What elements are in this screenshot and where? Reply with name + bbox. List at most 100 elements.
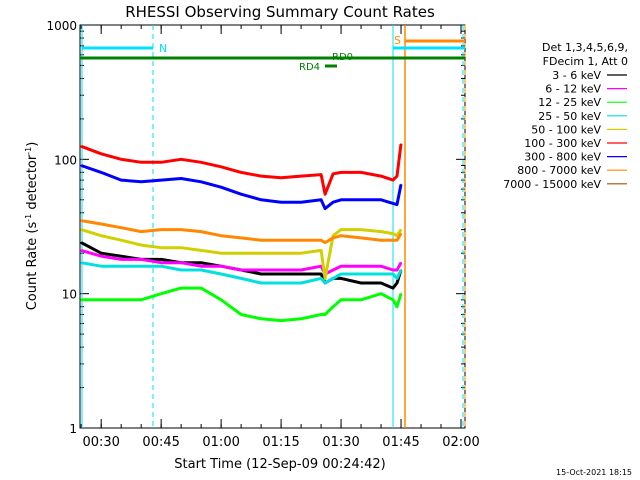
y-tick-label: 1000 [46, 19, 77, 33]
y-axis-label-end: ) [25, 142, 40, 147]
series-point-2 [260, 318, 262, 320]
x-tick-label: 01:00 [202, 435, 239, 450]
series-point-2 [400, 292, 402, 295]
series-point-0 [320, 273, 322, 275]
series-point-0 [340, 277, 342, 280]
series-point-5 [324, 193, 326, 195]
x-axis-label: Start Time (12-Sep-09 00:24:42) [174, 457, 385, 472]
series-point-6 [140, 181, 142, 183]
series-point-2 [396, 305, 398, 308]
series-point-4 [396, 234, 398, 237]
series-point-0 [160, 258, 162, 261]
series-point-7 [180, 228, 182, 231]
series-point-7 [120, 226, 122, 229]
series-point-5 [380, 175, 382, 177]
series-point-7 [220, 234, 222, 237]
series-point-2 [220, 299, 222, 301]
y-tick-label: 10 [62, 288, 77, 302]
series-point-5 [400, 143, 402, 145]
series-point-6 [300, 201, 302, 203]
footer-timestamp: 15-Oct-2021 18:15 [556, 468, 632, 477]
series-point-2 [240, 313, 242, 316]
series-point-7 [340, 234, 342, 237]
series-point-7 [380, 239, 382, 241]
y-axis-label: Count Rate (s-1 detector-1) [24, 142, 40, 311]
series-point-2 [140, 299, 142, 301]
series-point-3 [380, 273, 382, 275]
series-point-5 [200, 161, 202, 164]
series-point-7 [80, 219, 82, 222]
series-point-0 [260, 273, 262, 275]
series-point-1 [320, 265, 322, 268]
rd4-flag-label: RD4 [299, 62, 320, 73]
series-point-4 [120, 239, 122, 241]
series-point-2 [392, 299, 394, 301]
series-line-5 [80, 143, 403, 196]
legend-header-line-1: Det 1,3,4,5,6,9, [542, 41, 628, 54]
y-tick-label: 100 [54, 153, 77, 167]
series-point-3 [140, 265, 142, 268]
legend-label-5: 100 - 300 keV [524, 137, 601, 150]
series-point-2 [320, 313, 322, 316]
series-point-1 [160, 261, 162, 264]
series-point-6 [240, 193, 242, 195]
series-point-1 [180, 261, 182, 264]
series-point-1 [120, 258, 122, 261]
series-point-0 [280, 273, 282, 275]
series-point-2 [340, 299, 342, 301]
series-point-5 [140, 161, 142, 164]
series-point-3 [80, 261, 82, 264]
series-point-7 [392, 239, 394, 241]
series-point-1 [332, 269, 334, 271]
y-axis-label-main: Count Rate (s [25, 222, 40, 311]
y-tick-label: 1 [69, 422, 77, 436]
series-point-6 [332, 201, 334, 203]
series-point-5 [100, 153, 102, 155]
series-point-5 [332, 173, 334, 175]
series-point-3 [392, 273, 394, 275]
series-point-6 [160, 179, 162, 181]
x-tick-label: 01:45 [382, 435, 419, 450]
series-point-4 [300, 252, 302, 254]
series-point-7 [320, 239, 322, 241]
series-point-2 [380, 292, 382, 295]
series-point-0 [300, 273, 302, 275]
x-tick-label: 02:00 [442, 435, 479, 450]
y-axis-label-sup1: -1 [24, 214, 33, 222]
legend-label-0: 3 - 6 keV [552, 69, 601, 82]
series-line-7 [80, 219, 403, 245]
series-point-1 [140, 258, 142, 261]
series-point-0 [360, 282, 362, 284]
series-point-1 [380, 265, 382, 268]
series-point-5 [120, 158, 122, 161]
x-tick-label: 00:30 [82, 435, 119, 450]
series-point-7 [324, 241, 326, 244]
series-point-4 [140, 244, 142, 246]
night-flag-label: N [159, 42, 167, 55]
series-point-2 [300, 318, 302, 320]
series-point-4 [220, 252, 222, 254]
x-tick-label: 01:15 [262, 435, 299, 450]
series-point-3 [160, 265, 162, 268]
series-point-6 [120, 179, 122, 181]
series-point-4 [360, 228, 362, 231]
series-point-6 [324, 207, 326, 210]
series-point-7 [200, 230, 202, 233]
series-point-0 [100, 252, 102, 254]
series-point-7 [400, 232, 402, 235]
series-point-3 [120, 265, 122, 268]
series-point-3 [100, 265, 102, 268]
series-point-5 [396, 175, 398, 177]
series-line-2 [81, 286, 403, 323]
series-point-1 [200, 265, 202, 268]
series-point-4 [332, 234, 334, 237]
series-point-4 [160, 246, 162, 249]
series-point-3 [324, 282, 326, 284]
series-point-3 [332, 277, 334, 280]
series-point-4 [180, 246, 182, 249]
series-point-4 [320, 249, 322, 252]
series-point-7 [260, 239, 262, 241]
legend: Det 1,3,4,5,6,9, FDecim 1, Att 0 3 - 6 k… [503, 41, 628, 191]
series-point-4 [324, 277, 326, 280]
